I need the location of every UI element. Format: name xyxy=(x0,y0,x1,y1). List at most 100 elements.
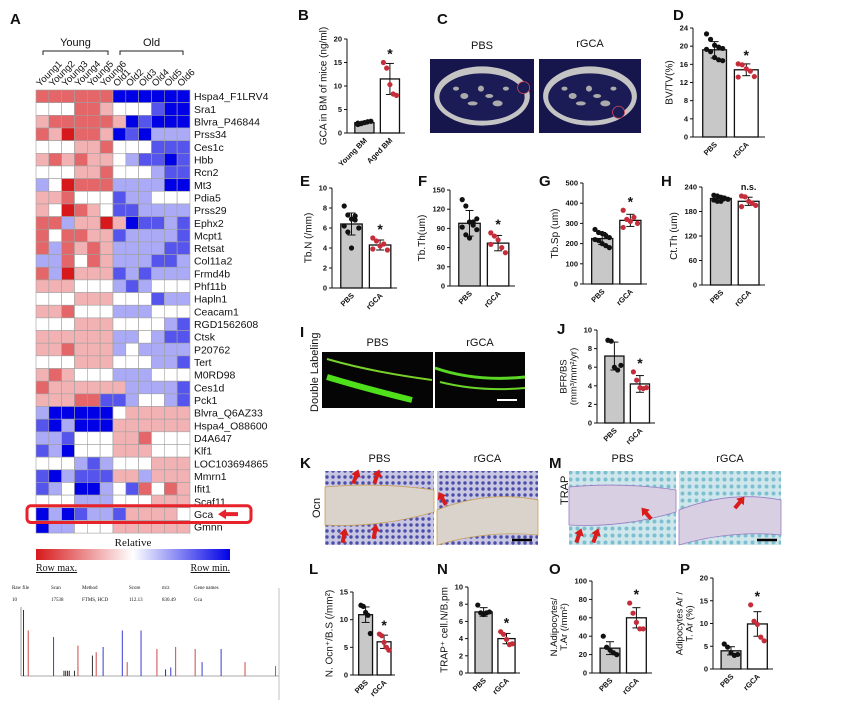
y-tick-label: 20 xyxy=(680,42,688,51)
heatmap-cell xyxy=(99,330,114,344)
heatmap-cell xyxy=(99,292,114,306)
heatmap-cell xyxy=(35,102,50,116)
heatmap-cell xyxy=(48,89,62,103)
data-point xyxy=(627,218,633,224)
heatmap-cell xyxy=(164,102,178,116)
heatmap-cell xyxy=(112,304,127,319)
heatmap-cell xyxy=(99,216,114,230)
heatmap-cell xyxy=(87,456,101,471)
heatmap-cell xyxy=(151,342,165,357)
heatmap-cell xyxy=(35,89,50,103)
heatmap-cell xyxy=(164,203,178,217)
heatmap-cell xyxy=(61,507,75,521)
heatmap-cell xyxy=(48,482,62,496)
data-point xyxy=(735,74,741,80)
heatmap-cell xyxy=(151,406,165,420)
data-point xyxy=(502,250,508,256)
heatmap-cell xyxy=(151,330,165,344)
colorbar-max-label: Row max. xyxy=(36,563,77,574)
heatmap-cell xyxy=(112,469,127,483)
heatmap-cell xyxy=(176,115,191,129)
heatmap-cell xyxy=(61,165,75,179)
gene-label: Ceacam1 xyxy=(194,306,239,318)
heatmap-cell xyxy=(35,507,50,521)
significance-marker: * xyxy=(628,193,634,209)
heatmap-cell xyxy=(138,317,152,331)
heatmap-cell xyxy=(61,431,75,445)
panel-label: L xyxy=(309,561,318,578)
heatmap-cell xyxy=(151,228,165,243)
y-tick-label: 500 xyxy=(565,179,578,188)
significance-marker: * xyxy=(381,617,387,633)
heatmap-cell xyxy=(48,380,62,395)
significance-marker: * xyxy=(744,47,750,63)
data-point xyxy=(345,229,351,235)
heatmap-cell xyxy=(164,342,178,357)
y-tick-label: 0 xyxy=(693,281,697,290)
heatmap-cell xyxy=(164,355,178,369)
y-axis-label: Tb.Sp (um) xyxy=(550,208,561,258)
gene-label: Phf11b xyxy=(194,281,227,293)
heatmap-cell xyxy=(87,355,101,369)
heatmap-cell xyxy=(138,153,152,167)
gene-label: Mcpt1 xyxy=(194,230,223,242)
y-tick-label: 0 xyxy=(684,133,688,142)
gene-label: LOC103694865 xyxy=(194,458,268,470)
data-point xyxy=(466,235,473,241)
data-point xyxy=(345,212,351,218)
heatmap-cell xyxy=(74,203,88,217)
heatmap-cell xyxy=(112,140,127,154)
heatmap-cell xyxy=(35,165,50,179)
heatmap-cell xyxy=(138,228,152,243)
heatmap-cell xyxy=(138,266,152,281)
heatmap-cell xyxy=(61,102,75,116)
image-label: PBS xyxy=(366,337,388,349)
heatmap-cell xyxy=(48,102,62,116)
y-axis-label: T. Ar (%) xyxy=(684,605,695,641)
heatmap-cell xyxy=(35,216,50,230)
data-point xyxy=(355,120,361,126)
heatmap-cell xyxy=(74,190,88,205)
gene-label: Blvra_Q6AZ33 xyxy=(194,408,263,420)
heatmap-cell xyxy=(48,469,62,483)
red-arrow-icon xyxy=(641,507,653,521)
bar xyxy=(358,614,374,676)
colorbar xyxy=(36,549,230,560)
heatmap-cell xyxy=(48,317,62,331)
heatmap-cell xyxy=(48,304,62,319)
data-point xyxy=(754,621,761,628)
heatmap-cell xyxy=(151,469,165,483)
data-point xyxy=(633,619,640,626)
heatmap-cell xyxy=(151,418,165,433)
data-point xyxy=(365,612,371,618)
panel-label: O xyxy=(549,561,561,578)
gene-label: Sra1 xyxy=(194,104,216,116)
x-tick-label: rGCA xyxy=(482,289,503,310)
heatmap-cell xyxy=(138,140,152,154)
image-label: PBS xyxy=(368,453,390,465)
heatmap-cell xyxy=(164,330,178,344)
heatmap-cell xyxy=(74,304,88,319)
heatmap-cell xyxy=(74,330,88,344)
heatmap-cell xyxy=(99,393,114,407)
heatmap-cell xyxy=(164,304,178,319)
heatmap-cell xyxy=(48,418,62,433)
data-point xyxy=(712,42,718,48)
heatmap-cell xyxy=(35,203,50,217)
spectrum-header: Method xyxy=(82,586,98,591)
heatmap-cell xyxy=(112,418,127,433)
y-tick-label: 20 xyxy=(579,650,587,659)
data-point xyxy=(627,600,633,606)
group-bracket xyxy=(119,50,184,55)
heatmap-cell xyxy=(112,330,127,344)
heatmap-cell xyxy=(87,115,101,129)
heatmap-cell xyxy=(74,115,88,129)
heatmap-cell xyxy=(176,203,191,217)
gene-label: Retsat xyxy=(194,243,224,255)
y-tick-label: 16 xyxy=(680,60,688,69)
data-point xyxy=(716,44,722,50)
heatmap-cell xyxy=(164,241,178,255)
spectrum-header: Score xyxy=(129,586,141,591)
heatmap-cell xyxy=(87,203,101,217)
gene-label: P20762 xyxy=(194,344,230,356)
